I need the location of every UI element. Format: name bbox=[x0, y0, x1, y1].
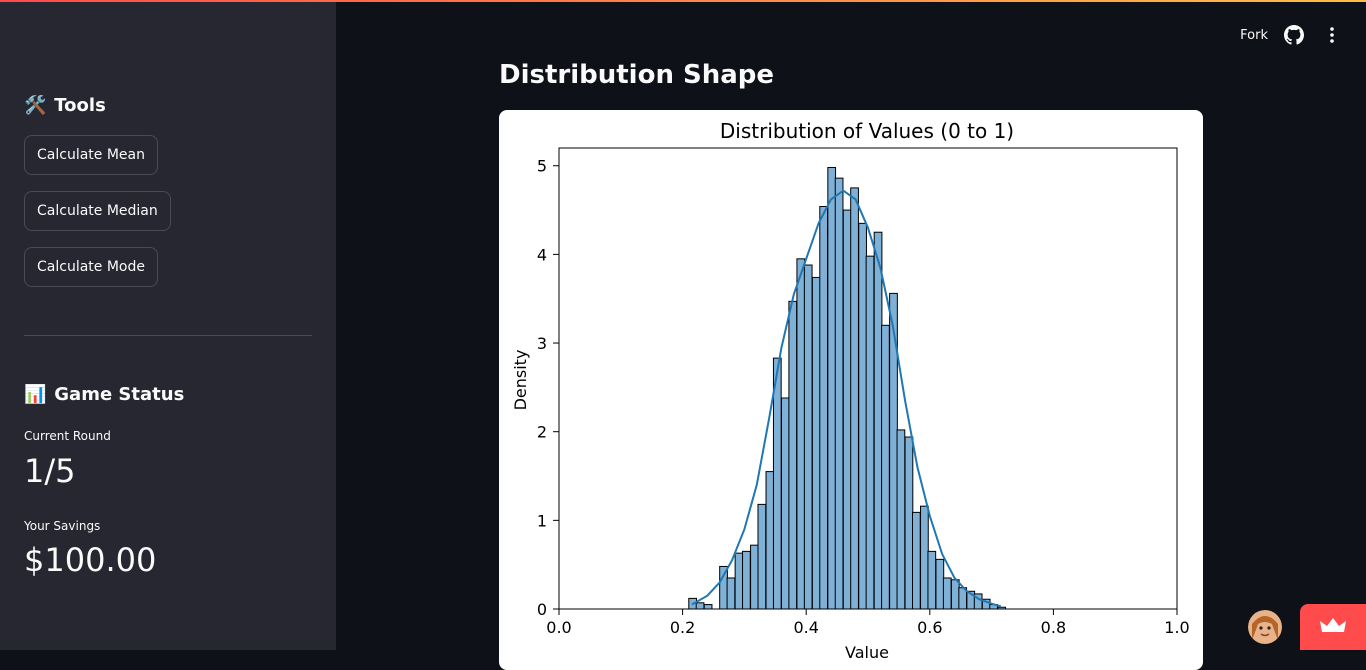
user-avatar[interactable] bbox=[1248, 610, 1282, 644]
histogram-bars bbox=[688, 167, 1007, 610]
sidebar: 🛠️ Tools Calculate Mean Calculate Median… bbox=[0, 0, 336, 650]
fork-link[interactable]: Fork bbox=[1240, 27, 1268, 43]
histogram-bar bbox=[750, 544, 759, 610]
histogram-bar bbox=[796, 258, 806, 610]
histogram-bar bbox=[850, 187, 859, 610]
y-tick-label: 5 bbox=[537, 157, 547, 176]
y-tick-label: 2 bbox=[537, 423, 547, 442]
histogram-bar bbox=[927, 550, 937, 610]
kebab-menu-icon[interactable] bbox=[1322, 25, 1342, 45]
histogram-bar bbox=[858, 222, 867, 610]
histogram-bar bbox=[695, 602, 705, 610]
savings-label: Your Savings bbox=[24, 519, 101, 533]
tools-emoji-icon: 🛠️ bbox=[24, 95, 47, 116]
game-status-heading-label: Game Status bbox=[54, 384, 185, 405]
histogram-bar bbox=[719, 565, 728, 610]
plot-frame bbox=[558, 147, 1178, 610]
chart-title: Distribution of Values (0 to 1) bbox=[720, 119, 1014, 143]
current-round-value: 1/5 bbox=[24, 452, 76, 490]
histogram-bar bbox=[780, 397, 790, 610]
histogram-bar bbox=[803, 264, 813, 610]
x-tick-label: 0.2 bbox=[670, 618, 695, 637]
x-tick-label: 0.6 bbox=[917, 618, 942, 637]
chart-emoji-icon: 📊 bbox=[24, 384, 47, 405]
histogram-bar bbox=[819, 206, 829, 610]
avatar-icon bbox=[1248, 610, 1282, 644]
histogram-bar bbox=[811, 276, 821, 610]
histogram-bar bbox=[842, 209, 852, 610]
histogram-bar bbox=[765, 471, 775, 610]
x-tick-label: 0.4 bbox=[793, 618, 818, 637]
kde-line bbox=[691, 189, 1002, 608]
histogram-bar bbox=[703, 604, 713, 610]
histogram-bar bbox=[904, 436, 914, 610]
game-status-heading: 📊 Game Status bbox=[24, 384, 184, 405]
histogram-bar bbox=[873, 231, 883, 610]
histogram-bar bbox=[726, 577, 736, 610]
histogram-bar bbox=[734, 552, 744, 610]
histogram-bar bbox=[788, 300, 798, 610]
y-tick-label: 0 bbox=[537, 600, 547, 619]
x-tick-label: 1.0 bbox=[1164, 618, 1189, 637]
histogram-bar bbox=[834, 177, 844, 610]
savings-value: $100.00 bbox=[24, 541, 157, 579]
calculate-mode-button[interactable]: Calculate Mode bbox=[24, 247, 158, 287]
histogram-bar bbox=[742, 550, 751, 610]
chart-card: Distribution of Values (0 to 1) 0.0 0.2 0.… bbox=[499, 110, 1203, 670]
sidebar-divider bbox=[24, 335, 312, 336]
histogram-bar bbox=[911, 511, 921, 610]
histogram-bar bbox=[896, 429, 906, 610]
x-tick-label: 0.8 bbox=[1041, 618, 1066, 637]
histogram-bar bbox=[757, 503, 767, 610]
calculate-median-button[interactable]: Calculate Median bbox=[24, 191, 171, 231]
x-tick-label: 0.0 bbox=[546, 618, 571, 637]
histogram-bar bbox=[827, 167, 837, 610]
histogram-bar bbox=[950, 579, 960, 610]
top-accent-bar bbox=[0, 0, 1366, 2]
histogram-chart: Distribution of Values (0 to 1) 0.0 0.2 0.… bbox=[511, 119, 1190, 662]
app-header-actions: Fork bbox=[1240, 24, 1342, 46]
y-tick-label: 4 bbox=[537, 245, 547, 264]
page-title: Distribution Shape bbox=[499, 60, 775, 90]
x-axis-ticks: 0.0 0.2 0.4 0.6 0.8 1.0 bbox=[546, 609, 1190, 637]
y-tick-label: 3 bbox=[537, 334, 547, 353]
crown-icon bbox=[1320, 618, 1346, 632]
x-axis-label: Value bbox=[845, 643, 889, 662]
tools-heading: 🛠️ Tools bbox=[24, 95, 106, 116]
calculate-mean-button[interactable]: Calculate Mean bbox=[24, 135, 158, 175]
y-tick-label: 1 bbox=[537, 511, 547, 530]
github-icon[interactable] bbox=[1284, 25, 1304, 45]
histogram-bar bbox=[935, 558, 945, 610]
histogram-bar bbox=[881, 324, 890, 610]
current-round-label: Current Round bbox=[24, 429, 111, 443]
histogram-bar bbox=[865, 255, 875, 610]
histogram-bar bbox=[772, 357, 782, 610]
streamlit-badge[interactable] bbox=[1300, 604, 1366, 650]
histogram-bar bbox=[920, 505, 929, 610]
y-axis-ticks: 0 1 2 3 4 5 bbox=[537, 157, 559, 619]
tools-heading-label: Tools bbox=[54, 95, 106, 116]
histogram-bar bbox=[942, 577, 952, 610]
y-axis-label: Density bbox=[511, 350, 530, 411]
